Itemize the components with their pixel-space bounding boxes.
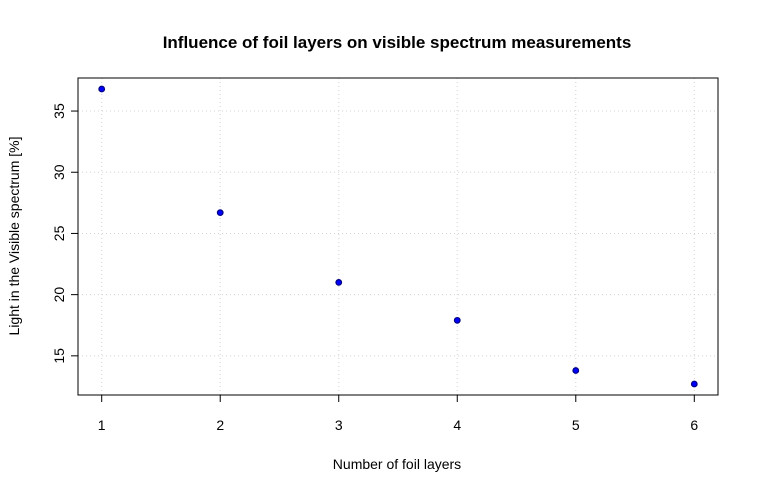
x-tick-label-1: 1 <box>98 417 106 433</box>
y-axis: 15 20 25 30 35 <box>51 103 78 364</box>
grid-lines <box>78 78 718 395</box>
y-tick-label-15: 15 <box>51 348 67 364</box>
data-point-2 <box>216 209 224 217</box>
x-tick-label-3: 3 <box>335 417 343 433</box>
y-tick-label-35: 35 <box>51 103 67 119</box>
chart-title: Influence of foil layers on visible spec… <box>163 33 632 52</box>
plot-area-frame <box>77 77 719 396</box>
x-tick-label-4: 4 <box>453 417 461 433</box>
data-point-5 <box>572 367 580 374</box>
y-tick-label-25: 25 <box>51 225 67 241</box>
data-point-3 <box>335 278 343 286</box>
x-tick-label-2: 2 <box>216 417 224 433</box>
y-axis-label: Light in the Visible spectrum [%] <box>6 137 22 336</box>
data-points <box>98 85 698 388</box>
y-tick-label-30: 30 <box>51 164 67 180</box>
data-point-4 <box>453 316 461 324</box>
y-tick-label-20: 20 <box>51 287 67 303</box>
x-axis: 1 2 3 4 5 6 <box>98 395 698 433</box>
x-tick-label-5: 5 <box>572 417 580 433</box>
x-tick-label-6: 6 <box>690 417 698 433</box>
data-point-6 <box>690 380 698 388</box>
data-point-1 <box>98 85 106 93</box>
x-axis-label: Number of foil layers <box>333 456 461 472</box>
